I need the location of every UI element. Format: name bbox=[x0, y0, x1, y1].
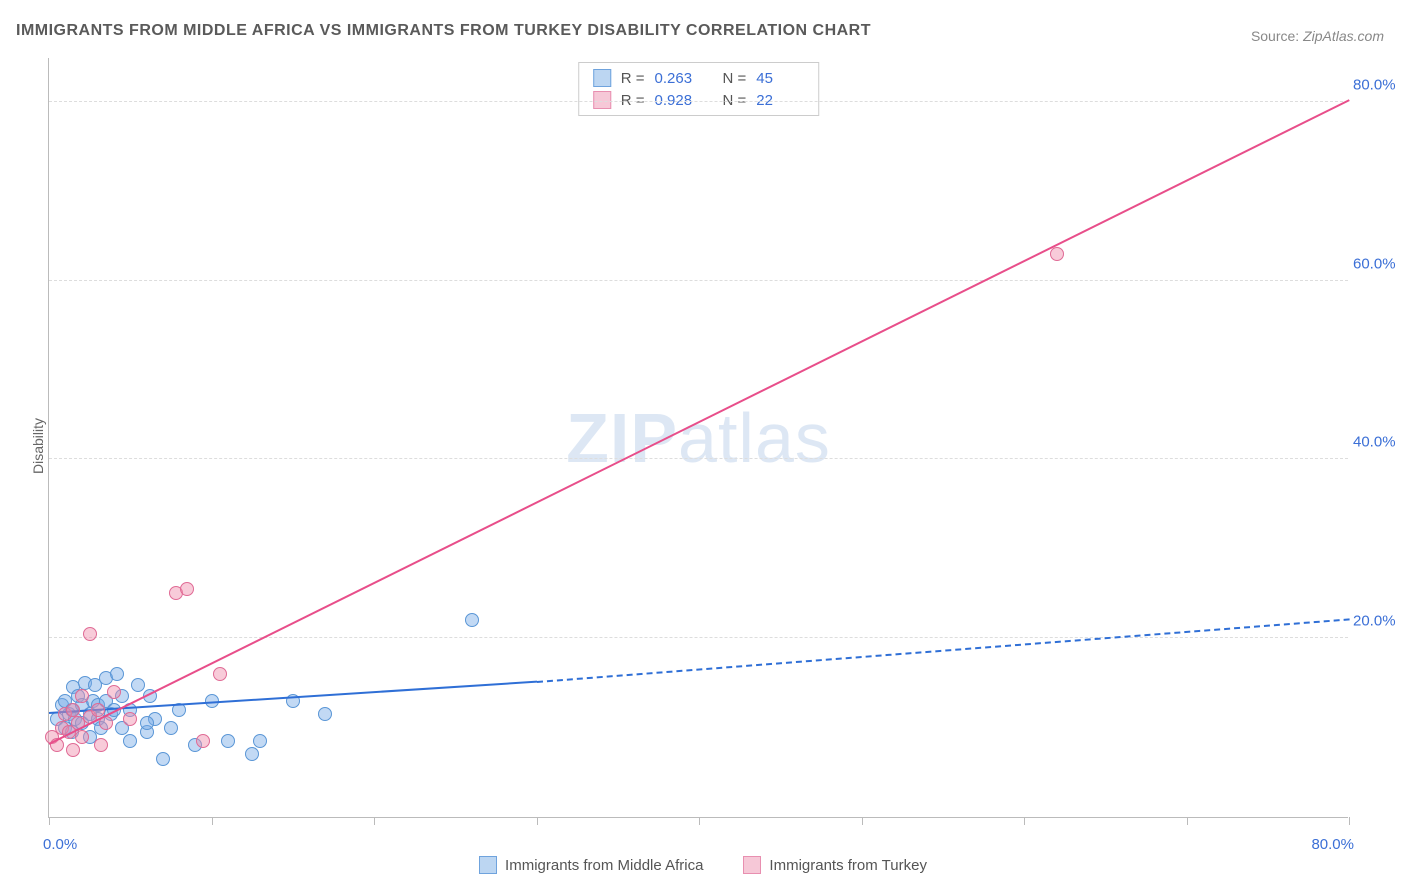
x-tick bbox=[537, 817, 538, 825]
scatter-point bbox=[318, 707, 332, 721]
stats-row: R = 0.263 N = 45 bbox=[593, 67, 805, 89]
scatter-point bbox=[140, 716, 154, 730]
x-tick bbox=[374, 817, 375, 825]
scatter-point bbox=[245, 747, 259, 761]
scatter-point bbox=[1050, 247, 1064, 261]
scatter-point bbox=[164, 721, 178, 735]
watermark-atlas: atlas bbox=[678, 399, 831, 477]
scatter-point bbox=[180, 582, 194, 596]
bottom-legend: Immigrants from Middle Africa Immigrants … bbox=[0, 856, 1406, 874]
x-tick bbox=[49, 817, 50, 825]
y-axis-label: Disability bbox=[30, 418, 46, 474]
legend-swatch bbox=[743, 856, 761, 874]
x-tick bbox=[699, 817, 700, 825]
trend-line bbox=[536, 618, 1349, 683]
watermark-zip: ZIP bbox=[566, 399, 678, 477]
scatter-point bbox=[66, 703, 80, 717]
x-tick-label: 0.0% bbox=[43, 836, 77, 853]
scatter-point bbox=[123, 712, 137, 726]
x-tick-label: 80.0% bbox=[1311, 836, 1354, 853]
chart-title: IMMIGRANTS FROM MIDDLE AFRICA VS IMMIGRA… bbox=[16, 22, 871, 40]
scatter-point bbox=[107, 685, 121, 699]
y-tick-label: 40.0% bbox=[1353, 434, 1406, 451]
gridline-h bbox=[49, 637, 1348, 638]
scatter-point bbox=[83, 627, 97, 641]
scatter-point bbox=[123, 734, 137, 748]
gridline-h bbox=[49, 458, 1348, 459]
watermark: ZIPatlas bbox=[566, 398, 831, 478]
scatter-point bbox=[156, 752, 170, 766]
legend-item: Immigrants from Turkey bbox=[743, 856, 927, 874]
stats-legend-box: R =0.263N =45R =0.928N =22 bbox=[578, 62, 820, 116]
scatter-point bbox=[75, 689, 89, 703]
scatter-point bbox=[221, 734, 235, 748]
legend-swatch bbox=[593, 69, 611, 87]
stat-n-value: 45 bbox=[756, 70, 804, 87]
scatter-point bbox=[94, 738, 108, 752]
scatter-point bbox=[196, 734, 210, 748]
gridline-h bbox=[49, 280, 1348, 281]
scatter-point bbox=[110, 667, 124, 681]
legend-label: Immigrants from Middle Africa bbox=[505, 857, 703, 874]
scatter-point bbox=[66, 743, 80, 757]
x-tick bbox=[1024, 817, 1025, 825]
trend-line bbox=[49, 100, 1350, 746]
x-tick bbox=[212, 817, 213, 825]
y-tick-label: 80.0% bbox=[1353, 76, 1406, 93]
scatter-point bbox=[465, 613, 479, 627]
x-tick bbox=[1187, 817, 1188, 825]
source-value: ZipAtlas.com bbox=[1303, 28, 1384, 44]
x-tick bbox=[862, 817, 863, 825]
stat-r-value: 0.263 bbox=[655, 70, 703, 87]
scatter-point bbox=[131, 678, 145, 692]
chart-plot-area: ZIPatlas R =0.263N =45R =0.928N =22 20.0… bbox=[48, 58, 1348, 818]
stat-n-label: N = bbox=[723, 70, 747, 87]
gridline-h bbox=[49, 101, 1348, 102]
stat-r-label: R = bbox=[621, 70, 645, 87]
legend-swatch bbox=[479, 856, 497, 874]
source-attribution: Source: ZipAtlas.com bbox=[1251, 28, 1384, 44]
scatter-point bbox=[213, 667, 227, 681]
legend-item: Immigrants from Middle Africa bbox=[479, 856, 703, 874]
legend-label: Immigrants from Turkey bbox=[769, 857, 927, 874]
scatter-point bbox=[75, 730, 89, 744]
y-tick-label: 20.0% bbox=[1353, 613, 1406, 630]
scatter-point bbox=[253, 734, 267, 748]
y-tick-label: 60.0% bbox=[1353, 255, 1406, 272]
source-label: Source: bbox=[1251, 28, 1299, 44]
scatter-point bbox=[91, 703, 105, 717]
x-tick bbox=[1349, 817, 1350, 825]
